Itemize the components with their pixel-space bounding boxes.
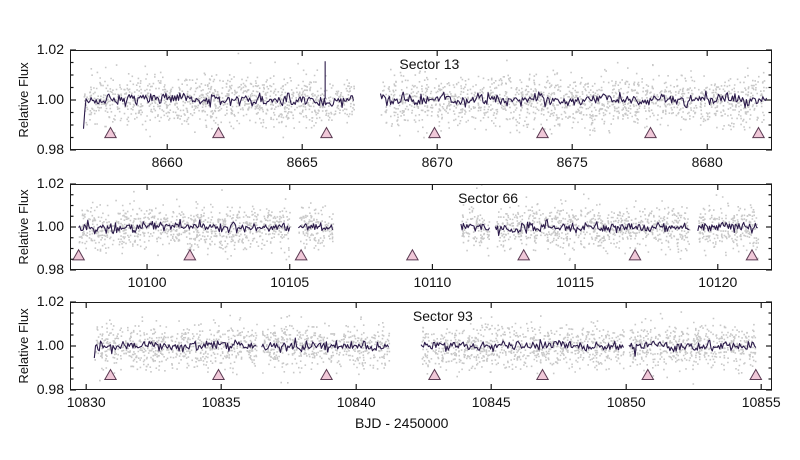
transit-marker-triangle — [103, 368, 118, 380]
x-tick-label: 8665 — [286, 154, 318, 170]
y-tick-label: 0.98 — [36, 381, 64, 397]
x-tick-label: 10100 — [127, 274, 167, 290]
transit-marker-triangle — [535, 126, 550, 139]
transit-markers — [103, 368, 763, 380]
x-tick-label: 10120 — [698, 274, 738, 290]
transit-marker-triangle — [294, 248, 308, 261]
transit-marker-triangle — [427, 368, 442, 380]
transit-marker-triangle — [405, 248, 419, 261]
x-tick-label: 10830 — [66, 394, 106, 410]
transit-markers — [103, 126, 766, 139]
y-tick-label: 1.00 — [36, 337, 64, 353]
panel-sector-13 — [70, 50, 772, 150]
x-tick-label: 10115 — [556, 274, 595, 290]
transit-marker-triangle — [535, 368, 550, 380]
y-tick-label: 1.00 — [36, 91, 64, 107]
transit-marker-triangle — [103, 126, 118, 139]
panel-title-sector-13: Sector 13 — [399, 56, 460, 72]
binned-flux-line — [78, 219, 758, 237]
transit-markers — [72, 248, 759, 261]
x-tick-label: 10105 — [270, 274, 310, 290]
transit-marker-triangle — [643, 126, 658, 139]
x-tick-label: 10840 — [336, 394, 376, 410]
panel-sector-93 — [70, 302, 772, 390]
x-tick-label: 8675 — [556, 154, 588, 170]
scatter-points — [83, 52, 768, 139]
transit-marker-triangle — [211, 368, 226, 380]
x-tick-label: 10835 — [201, 394, 241, 410]
y-tick-label: 1.00 — [36, 218, 64, 234]
transit-marker-triangle — [211, 126, 226, 139]
x-tick-label: 8660 — [151, 154, 183, 170]
transit-marker-triangle — [427, 126, 442, 139]
y-tick-label: 1.02 — [36, 175, 64, 191]
binned-flux-line — [93, 337, 757, 359]
transit-marker-triangle — [745, 248, 759, 261]
y-tick-label: 0.98 — [36, 141, 64, 157]
panel-title-sector-66: Sector 66 — [458, 190, 519, 206]
x-tick-label: 10855 — [741, 394, 781, 410]
x-tick-label: 10110 — [413, 274, 452, 290]
x-axis-title: BJD - 2450000 — [355, 415, 449, 431]
transit-marker-triangle — [517, 248, 531, 261]
binned-flux-line — [82, 61, 768, 129]
transit-marker-triangle — [72, 248, 86, 261]
x-tick-label: 10850 — [606, 394, 646, 410]
transit-marker-triangle — [751, 126, 766, 139]
transit-marker-triangle — [319, 368, 334, 380]
panel-sector-66 — [70, 184, 772, 270]
panel-frame — [70, 184, 772, 270]
panel-title-sector-93: Sector 93 — [412, 308, 473, 324]
x-tick-label: 8680 — [691, 154, 723, 170]
transit-marker-triangle — [749, 368, 763, 380]
transit-marker-triangle — [641, 368, 655, 380]
y-tick-label: 0.98 — [36, 261, 64, 277]
transit-marker-triangle — [319, 126, 334, 139]
transit-marker-triangle — [628, 248, 642, 261]
x-tick-label: 10845 — [471, 394, 511, 410]
y-axis-title: Relative Flux — [16, 189, 31, 265]
y-axis-title: Relative Flux — [16, 308, 31, 384]
transit-marker-triangle — [183, 248, 197, 261]
y-axis-title: Relative Flux — [16, 62, 31, 138]
y-tick-label: 1.02 — [36, 293, 64, 309]
x-tick-label: 8670 — [421, 154, 453, 170]
y-tick-label: 1.02 — [36, 41, 64, 57]
